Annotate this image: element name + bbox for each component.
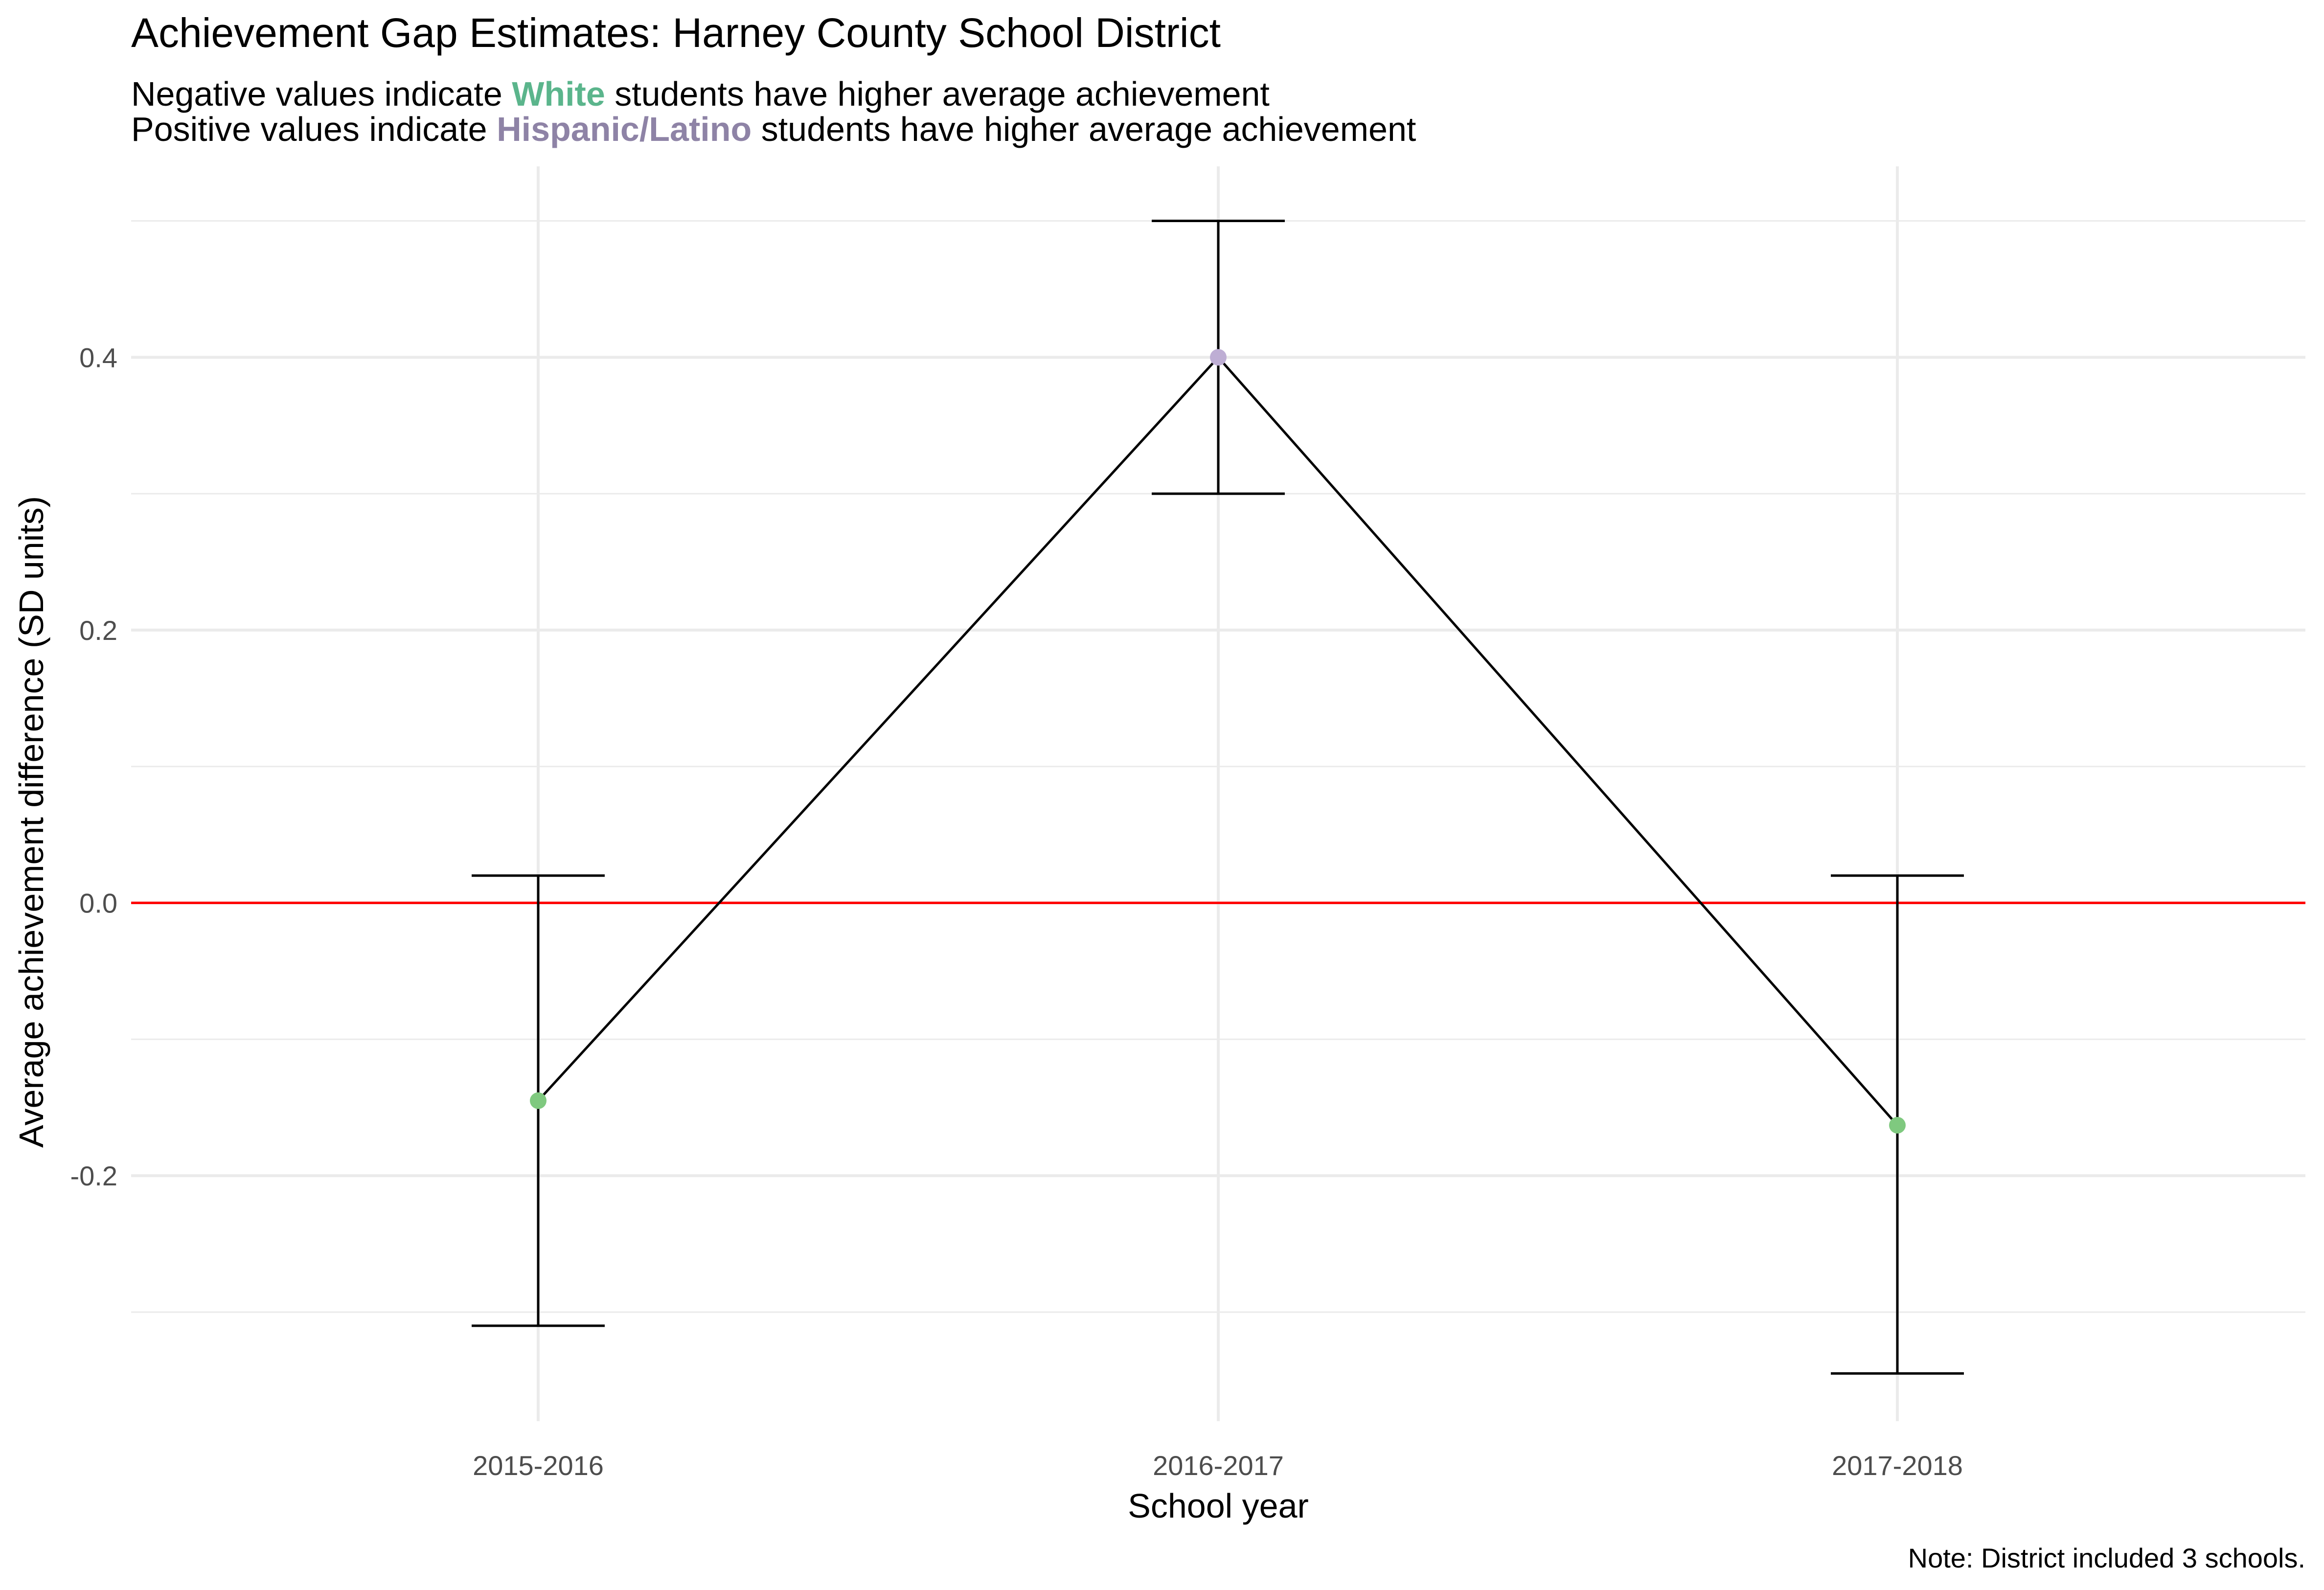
x-axis-title: School year [1128,1487,1309,1525]
x-axis-tick-labels: 2015-2016 2016-2017 2017-2018 [473,1450,1963,1481]
subtitle-1-before: Negative values indicate [131,75,512,113]
subtitle-1-highlight-white: White [512,75,605,113]
y-tick-label: 0.0 [79,888,117,919]
data-point [1889,1116,1906,1134]
y-axis-tick-labels: -0.2 0.0 0.2 0.4 [70,342,118,1191]
subtitle-2-after: students have higher average achievement [752,110,1416,148]
data-point [530,1092,547,1109]
subtitle-2-before: Positive values indicate [131,110,497,148]
caption-note: Note: District included 3 schools. [1908,1543,2305,1573]
x-tick-label: 2017-2018 [1832,1450,1963,1481]
subtitle-1-after: students have higher average achievement [605,75,1270,113]
chart-title: Achievement Gap Estimates: Harney County… [131,10,1221,56]
chart-subtitle-line-2: Positive values indicate Hispanic/Latino… [131,110,1416,148]
y-tick-label: -0.2 [70,1160,118,1191]
x-tick-label: 2016-2017 [1153,1450,1284,1481]
x-tick-label: 2015-2016 [473,1450,604,1481]
data-points [530,349,1906,1134]
y-tick-label: 0.4 [79,342,117,373]
y-tick-label: 0.2 [79,615,117,646]
chart-subtitle-line-1: Negative values indicate White students … [131,75,1270,113]
data-point [1210,349,1227,366]
y-axis-title: Average achievement difference (SD units… [12,496,50,1148]
subtitle-2-highlight-latino: Hispanic/Latino [497,110,752,148]
